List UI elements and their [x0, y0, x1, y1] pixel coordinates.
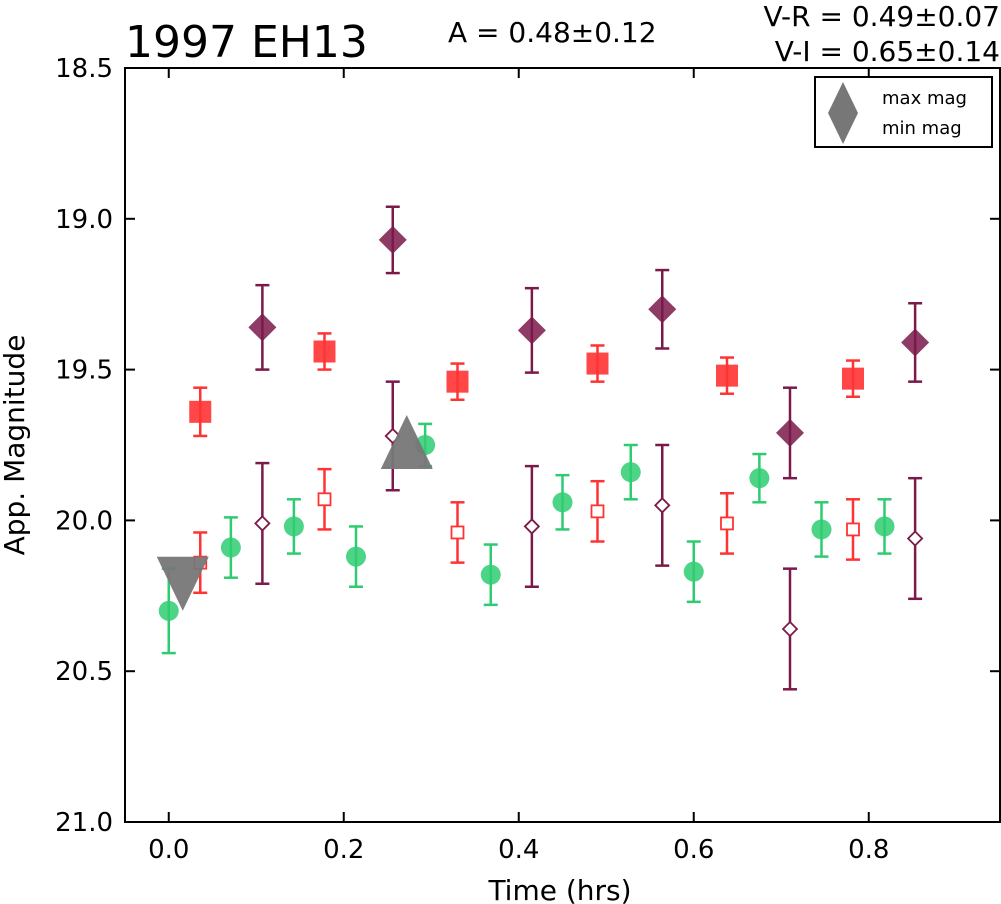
data-point-v [811, 519, 832, 540]
y-tick-label: 19.5 [55, 356, 113, 386]
extremum-markers [156, 414, 433, 611]
data-point-r [313, 340, 336, 363]
legend-min-mag-label: min mag [882, 118, 962, 139]
data-point-v [874, 516, 895, 537]
data-point-r [317, 492, 332, 507]
legend-min-mag-icon [828, 113, 858, 144]
y-tick-label: 20.5 [55, 657, 113, 687]
data-point-i [906, 530, 924, 547]
x-axis-ticks: 0.0 0.2 0.4 0.6 0.8 [148, 68, 889, 865]
data-point-i [378, 225, 407, 254]
legend-max-mag-icon [828, 82, 858, 113]
data-point-i [653, 497, 671, 514]
max-mag-marker [380, 414, 433, 469]
data-point-r [842, 367, 864, 390]
data-point-v [220, 537, 241, 558]
data-point-v [283, 516, 304, 537]
data-point-i [523, 518, 541, 535]
v-r-annotation: V-R = 0.49±0.07 [764, 0, 1000, 33]
data-point-r [450, 525, 465, 540]
min-mag-marker [156, 556, 209, 611]
plot-area [124, 67, 1001, 823]
data-point-i [517, 316, 546, 345]
data-point-i [254, 515, 271, 532]
data-point-i [648, 295, 677, 324]
data-point-v [749, 468, 770, 489]
x-tick-label: 0.8 [848, 835, 889, 865]
y-axis-label: App. Magnitude [0, 335, 31, 556]
data-point-r [446, 370, 469, 393]
legend-max-mag-label: max mag [882, 88, 967, 109]
data-point-i [248, 313, 277, 342]
x-tick-label: 0.2 [323, 835, 364, 865]
data-point-v [552, 492, 573, 513]
x-tick-label: 0.4 [498, 835, 539, 865]
data-point-v [158, 600, 179, 621]
data-point-r [189, 400, 212, 423]
legend: max mag min mag [814, 76, 993, 148]
chart-title: 1997 EH13 [125, 17, 368, 68]
x-tick-label: 0.6 [673, 835, 714, 865]
y-axis-ticks: 18.5 19.0 19.5 20.0 20.5 21.0 [55, 54, 1000, 838]
data-point-r [720, 516, 734, 531]
data-point-v [346, 546, 366, 567]
data-point-v [620, 462, 641, 483]
data-point-i [776, 418, 804, 447]
data-point-i [781, 620, 799, 638]
data-point-v [480, 564, 501, 585]
data-point-v [683, 561, 704, 582]
y-tick-label: 19.0 [55, 205, 113, 235]
data-point-r [586, 352, 609, 375]
data-point-i [901, 328, 930, 357]
x-tick-label: 0.0 [148, 835, 189, 865]
data-point-r [846, 522, 860, 537]
y-tick-label: 18.5 [55, 54, 113, 84]
y-tick-label: 20.0 [55, 506, 113, 536]
x-axis-label: Time (hrs) [487, 874, 631, 904]
amplitude-annotation: A = 0.48±0.12 [448, 16, 657, 49]
data-point-r [716, 364, 738, 387]
v-i-annotation: V-I = 0.65±0.14 [775, 35, 1000, 68]
y-tick-label: 21.0 [55, 808, 113, 838]
data-point-r [590, 504, 605, 519]
